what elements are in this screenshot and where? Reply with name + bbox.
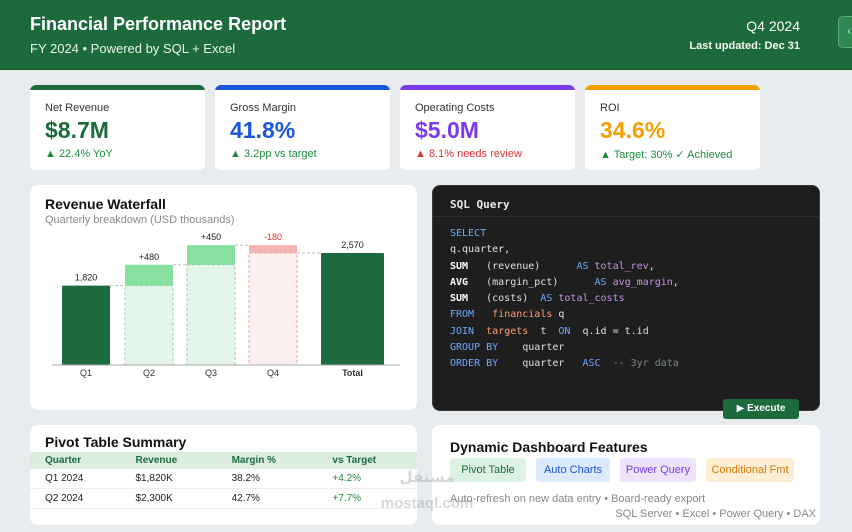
table-cell: $1,820K xyxy=(120,469,217,489)
watermark-logo: مستقل mostaql.com xyxy=(372,465,482,525)
table-cell: 42.7% xyxy=(216,488,318,509)
sql-query-panel: SQL Query SELECT q.quarter, SUM (revenue… xyxy=(432,185,820,419)
feature-chip[interactable]: Auto Charts xyxy=(536,458,610,482)
kpi-label: Operating Costs xyxy=(415,102,495,114)
pivot-column-header[interactable]: Quarter xyxy=(30,452,121,469)
execute-button[interactable]: ▶ Execute xyxy=(723,399,799,419)
pivot-title: Pivot Table Summary xyxy=(45,434,187,450)
kpi-label: ROI xyxy=(600,102,620,114)
table-cell: Q1 2024 xyxy=(30,469,121,489)
side-panel-tab[interactable]: ‹ xyxy=(838,16,852,48)
features-note: Auto-refresh on new data entry • Board-r… xyxy=(450,493,706,505)
quarter-label: Q4 2024 xyxy=(746,18,800,34)
pivot-table: Quarter Revenue Margin % vs Target Q1 2024 $… xyxy=(30,452,417,509)
waterfall-subtitle: Quarterly breakdown (USD thousands) xyxy=(45,214,235,226)
kpi-card-gross-margin: Gross Margin 41.8% ▲ 3.2pp vs target xyxy=(215,85,390,170)
kpi-delta: ▲ Target: 30% ✓ Achieved xyxy=(600,149,733,161)
sql-code[interactable]: SELECT q.quarter, SUM (revenue) AS total… xyxy=(450,228,679,370)
pivot-table-card: Pivot Table Summary Quarter Revenue Margin… xyxy=(30,425,417,525)
sql-divider xyxy=(433,216,819,217)
report-subtitle: FY 2024 • Powered by SQL + Excel xyxy=(30,41,236,56)
kpi-accent-bar xyxy=(215,85,390,90)
tech-stack-note: SQL Server • Excel • Power Query • DAX xyxy=(615,508,816,520)
waterfall-category-label: Q4 xyxy=(267,368,279,378)
kpi-delta: ▲ 3.2pp vs target xyxy=(230,148,317,160)
kpi-card-roi: ROI 34.6% ▲ Target: 30% ✓ Achieved xyxy=(585,85,760,170)
waterfall-bar[interactable] xyxy=(249,245,297,253)
waterfall-data-label: 2,570 xyxy=(341,240,364,250)
kpi-value: 41.8% xyxy=(230,117,296,143)
waterfall-data-label: 1,820 xyxy=(75,273,98,283)
table-cell: 38.2% xyxy=(216,469,318,489)
feature-chip[interactable]: Pivot Table xyxy=(450,458,526,482)
revenue-waterfall-card: Revenue Waterfall Quarterly breakdown (U… xyxy=(30,185,417,410)
kpi-card-operating-costs: Operating Costs $5.0M ▲ 8.1% needs review xyxy=(400,85,575,170)
waterfall-bar[interactable] xyxy=(187,245,235,265)
waterfall-data-label: -180 xyxy=(264,232,282,242)
table-cell: Q2 2024 xyxy=(30,488,121,509)
waterfall-category-label: Q2 xyxy=(143,368,155,378)
report-title: Financial Performance Report xyxy=(30,14,287,34)
pivot-column-header[interactable]: vs Target xyxy=(317,452,417,469)
kpi-accent-bar xyxy=(585,85,760,90)
table-row: Q1 2024 $1,820K 38.2% +4.2% xyxy=(30,469,417,489)
watermark-url: mostaql.com xyxy=(380,495,474,512)
table-row: Q2 2024 $2,300K 42.7% +7.7% xyxy=(30,488,417,509)
sql-title: SQL Query xyxy=(450,198,510,211)
watermark-arabic: مستقل xyxy=(399,469,455,486)
waterfall-category-label: Q1 xyxy=(80,368,92,378)
waterfall-category-label: Total xyxy=(342,368,363,378)
waterfall-bar[interactable] xyxy=(62,285,110,365)
kpi-accent-bar xyxy=(400,85,575,90)
pivot-column-header[interactable]: Revenue xyxy=(120,452,217,469)
kpi-accent-bar xyxy=(30,85,205,90)
waterfall-chart: 1,820 Q1 +480 Q2 +450 Q3 -180 Q4 2,570 Total xyxy=(52,232,400,378)
last-updated: Last updated: Dec 31 xyxy=(689,40,800,52)
waterfall-bar[interactable] xyxy=(321,253,384,365)
waterfall-category-label: Q3 xyxy=(205,368,217,378)
waterfall-ghost-bar xyxy=(186,264,236,366)
table-cell: +7.7% xyxy=(317,488,417,509)
kpi-value: 34.6% xyxy=(600,117,666,143)
feature-chip[interactable]: Power Query xyxy=(620,458,696,482)
kpi-label: Gross Margin xyxy=(230,102,297,114)
feature-chip[interactable]: Conditional Fmt xyxy=(706,458,794,482)
waterfall-data-label: +450 xyxy=(201,232,221,242)
waterfall-title: Revenue Waterfall xyxy=(45,196,166,212)
kpi-value: $8.7M xyxy=(45,117,109,143)
waterfall-bar[interactable] xyxy=(125,264,173,286)
waterfall-ghost-bar xyxy=(248,252,298,366)
kpi-value: $5.0M xyxy=(415,117,479,143)
table-cell: +4.2% xyxy=(317,469,417,489)
waterfall-ghost-bar xyxy=(124,285,174,366)
kpi-delta: ▲ 22.4% YoY xyxy=(45,148,113,160)
report-header: Financial Performance Report FY 2024 • P… xyxy=(0,0,852,70)
table-cell: $2,300K xyxy=(120,488,217,509)
kpi-label: Net Revenue xyxy=(45,102,110,114)
kpi-card-net-revenue: Net Revenue $8.7M ▲ 22.4% YoY xyxy=(30,85,205,170)
kpi-delta: ▲ 8.1% needs review xyxy=(415,148,522,160)
waterfall-data-label: +480 xyxy=(139,252,159,262)
features-title: Dynamic Dashboard Features xyxy=(450,439,648,455)
pivot-column-header[interactable]: Margin % xyxy=(216,452,318,469)
dashboard-features-card: Dynamic Dashboard Features Pivot Table Au… xyxy=(432,425,820,525)
